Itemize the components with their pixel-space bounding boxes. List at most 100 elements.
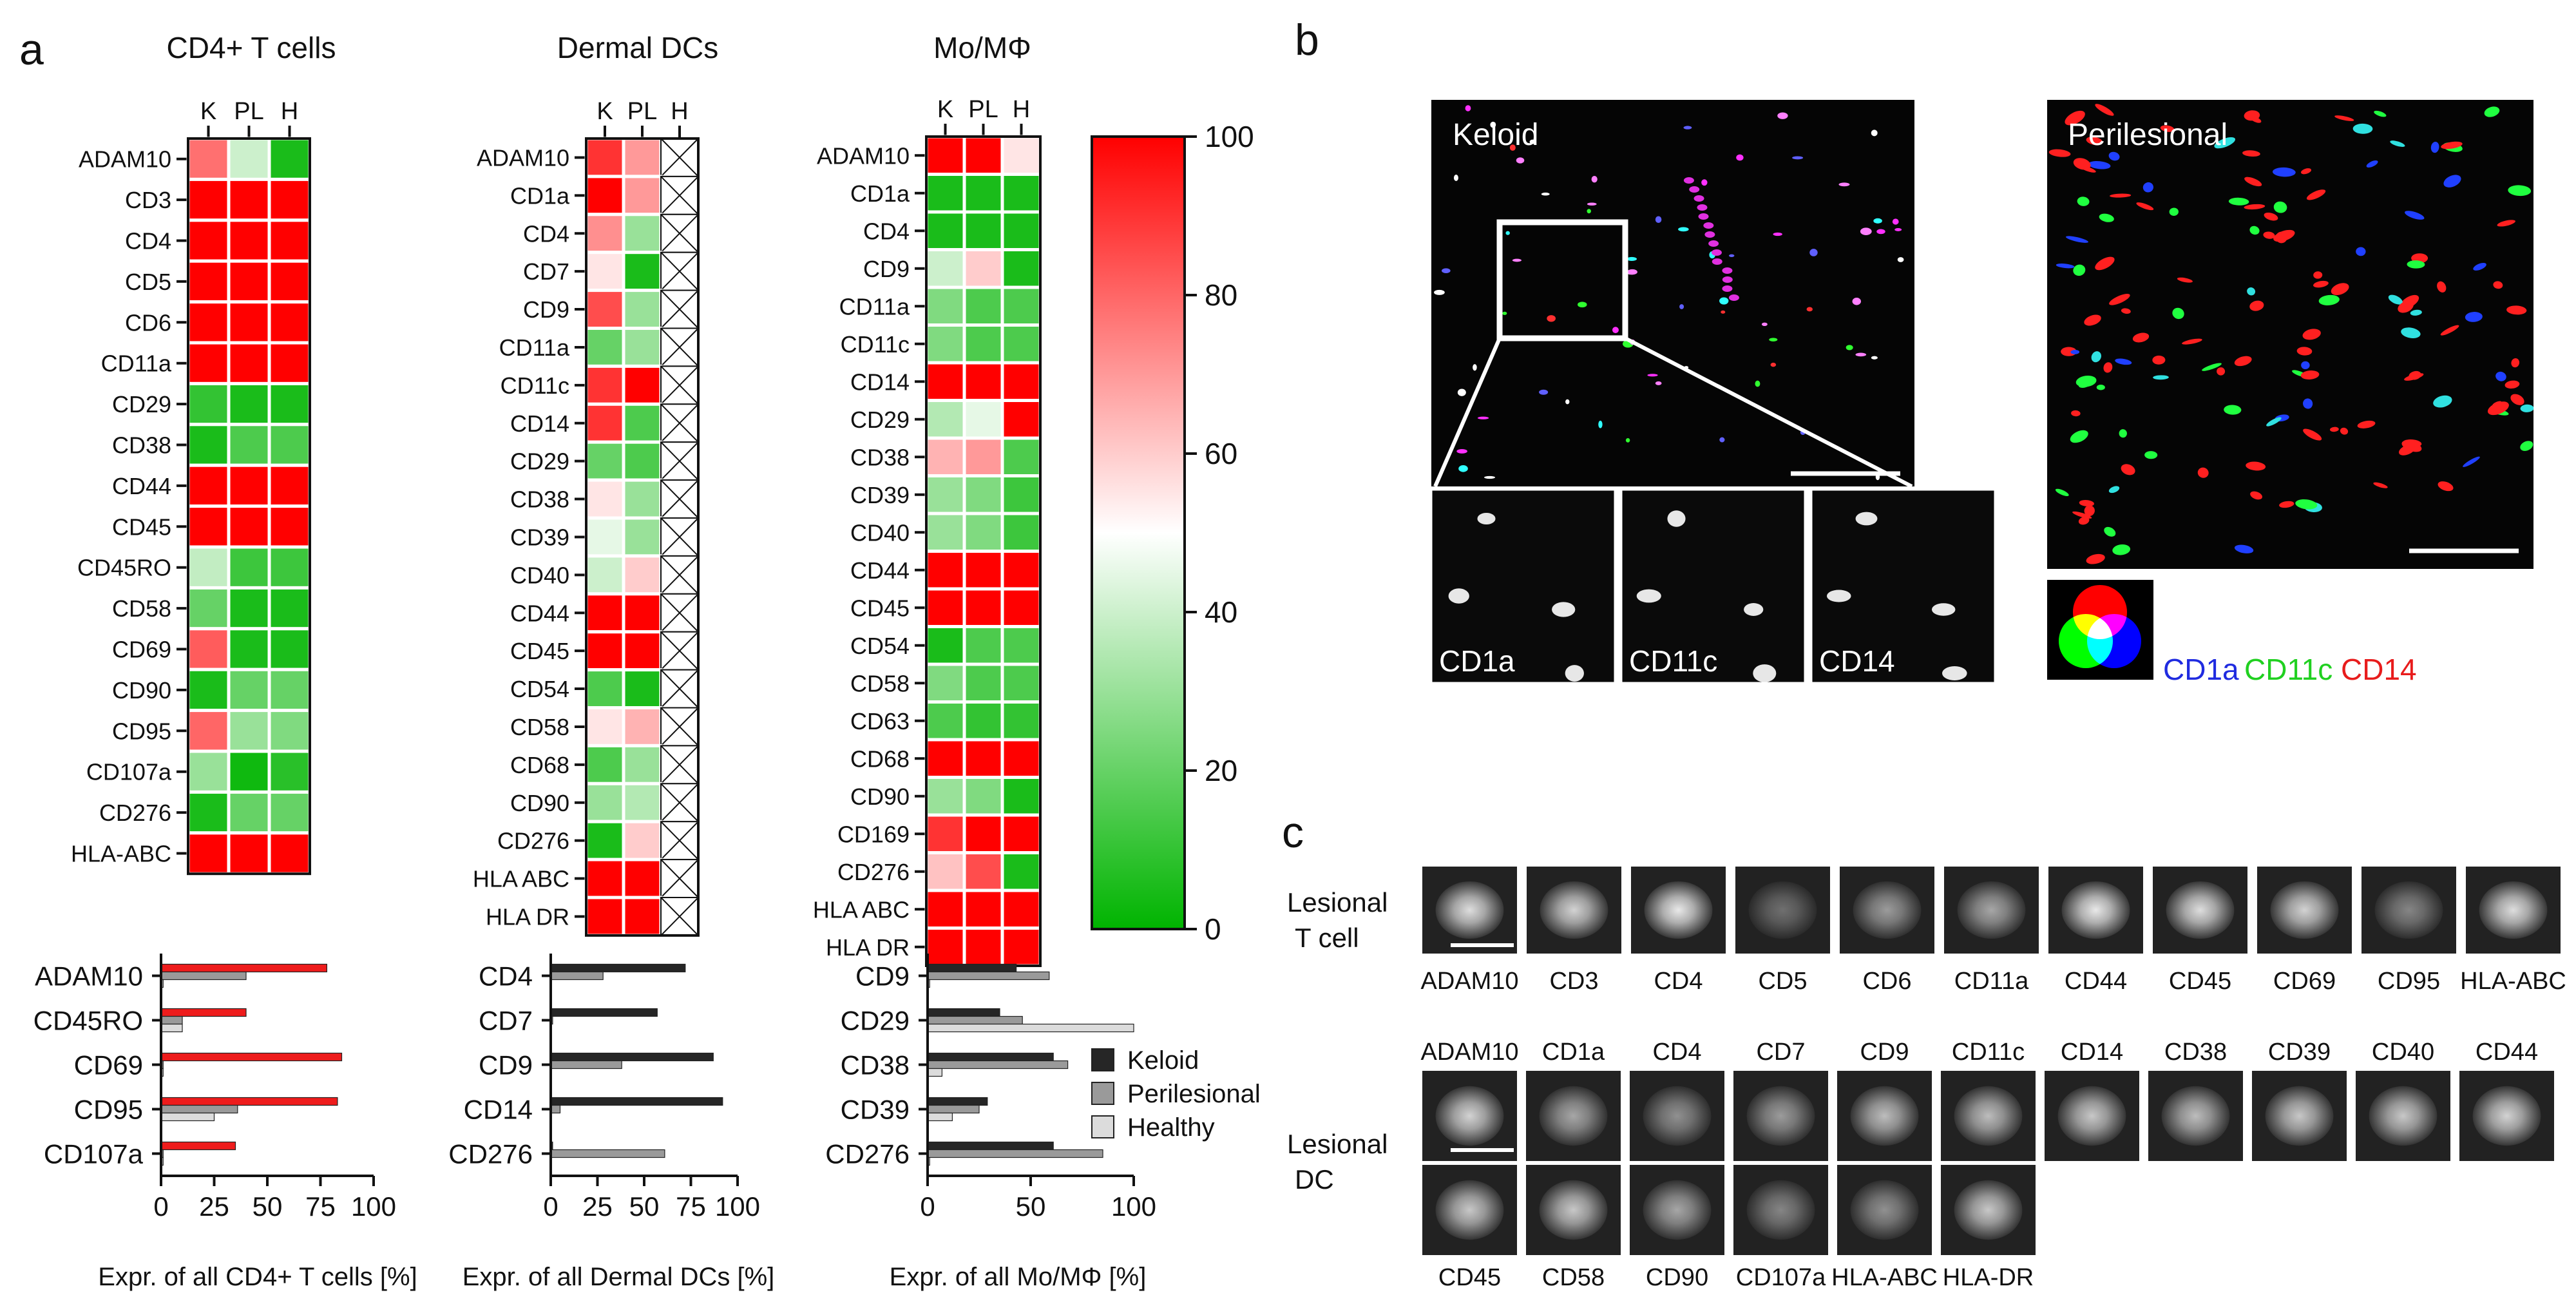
- bar-chart-dermal-dcs: CD4 CD7 CD9 CD14 CD276 0 25 50 75 100 Expr. of all…: [448, 954, 774, 1291]
- fluorescent-cell: [2214, 137, 2236, 149]
- bar: [927, 1060, 1069, 1070]
- fluorescent-cell: [1612, 327, 1619, 334]
- heatmap-cell: [1000, 210, 1042, 251]
- empty-cell-cross: [660, 479, 699, 519]
- fluorescent-cell: [2132, 332, 2150, 343]
- heatmap-cell: [962, 625, 1004, 666]
- heatmap-cell: [584, 364, 625, 406]
- heatmap-cell: [1000, 399, 1042, 440]
- inset-label-cd11c: CD11c: [1629, 644, 1717, 678]
- fluorescent-cell: [1860, 227, 1872, 235]
- heatmap-cell: [924, 135, 966, 176]
- heatmap-cell: [267, 586, 312, 631]
- fluorescent-cell: [2443, 175, 2461, 187]
- x-tick-label: 25: [582, 1191, 613, 1222]
- row-label-cd69: CD69: [112, 637, 171, 663]
- heatmap-cell: [1000, 361, 1042, 402]
- empty-cell-cross: [660, 327, 699, 367]
- fluorescent-cell: [2073, 264, 2086, 276]
- fluorescent-cell: [2331, 283, 2349, 296]
- heatmap-cell: [584, 213, 625, 254]
- fluorescent-cell: [2300, 370, 2320, 379]
- dc-image-cd44-cell: [2472, 1086, 2541, 1146]
- fluorescent-cell: [2099, 213, 2114, 222]
- heatmap-cell: [924, 512, 966, 553]
- fluorescent-cell: [1719, 437, 1725, 443]
- heatmap-cell: [186, 381, 231, 427]
- fluorescent-cell: [2056, 264, 2075, 269]
- fluorescent-cell: [1892, 218, 1899, 225]
- inset-image-cd11c: [1620, 488, 1806, 684]
- dc-marker-label-cd38: CD38: [2164, 1039, 2227, 1066]
- heatmap-cell: [924, 248, 966, 289]
- fluorescent-cell: [2202, 363, 2222, 371]
- fluorescent-cell: [1490, 121, 1496, 128]
- heatmap-cell: [1000, 285, 1042, 327]
- fluorescent-cell: [2121, 464, 2135, 475]
- fluorescent-cell: [2366, 160, 2378, 168]
- fluorescent-cell: [2272, 167, 2296, 177]
- fluorescent-cell: [1777, 112, 1788, 119]
- dc-marker-label-cd45: CD45: [1438, 1264, 1501, 1291]
- fluorescent-cell: [2403, 439, 2422, 447]
- heatmap-cell: [584, 137, 625, 178]
- fluorescent-cell: [2313, 271, 2323, 279]
- fluorescent-cell: [1846, 345, 1853, 350]
- heatmap-cell: [584, 820, 625, 861]
- fluorescent-cell: [2441, 141, 2463, 149]
- bar: [927, 1015, 1023, 1025]
- heatmap-cell: [186, 177, 231, 222]
- dc-image-cd58-cell: [1539, 1180, 1608, 1240]
- dc-image-cd107a-cell: [1746, 1180, 1815, 1240]
- fluorescent-cell: [1456, 448, 1467, 454]
- inset-cell: [1448, 588, 1469, 604]
- fluorescent-cell: [2084, 505, 2095, 517]
- bar: [927, 1023, 1134, 1033]
- fluorescent-cell: [2263, 231, 2275, 239]
- fluorescent-cell: [2249, 226, 2260, 235]
- row-label-cd38: CD38: [510, 486, 569, 513]
- empty-cell-cross: [660, 251, 699, 291]
- fluorescent-cell: [2115, 358, 2132, 365]
- heatmap-cell: [227, 341, 271, 385]
- heatmap-cell: [186, 137, 231, 181]
- heatmap-cell: [584, 896, 625, 937]
- bar: [927, 1052, 1054, 1062]
- heatmap-cell: [962, 738, 1004, 779]
- fluorescent-cell: [2303, 428, 2322, 441]
- heatmap-cell: [267, 831, 312, 876]
- bar-category-cd9: CD9: [855, 961, 910, 992]
- x-tick-label: 100: [715, 1191, 760, 1222]
- bar-category-cd14: CD14: [464, 1095, 533, 1125]
- color-scale-tick-label: 80: [1205, 278, 1237, 312]
- fluorescent-cell: [1578, 302, 1587, 308]
- tcell-row-label-1: Lesional: [1287, 887, 1388, 917]
- dc-image-cd7-cell: [1746, 1086, 1815, 1146]
- bar: [927, 1112, 953, 1122]
- fluorescent-cell: [2121, 308, 2131, 314]
- heatmap-cell: [962, 662, 1004, 704]
- column-label-pl: PL: [627, 98, 657, 125]
- fluorescent-cell: [2247, 287, 2256, 296]
- heatmap-title: Dermal DCs: [557, 31, 718, 64]
- bar: [927, 1149, 1103, 1158]
- x-tick-label: 50: [629, 1191, 660, 1222]
- legend-swatch: [1091, 1115, 1114, 1138]
- heatmap-cell: [267, 627, 312, 671]
- heatmap-cell: [227, 381, 271, 427]
- row-label-cd11a: CD11a: [839, 293, 910, 320]
- dc-image-cd4-cell: [1643, 1086, 1712, 1146]
- bar: [160, 1141, 236, 1151]
- tcell-image-adam10-cell: [1435, 881, 1504, 939]
- row-label-cd90: CD90: [510, 790, 569, 816]
- heatmap-cell: [584, 858, 625, 899]
- row-label-cd4: CD4: [125, 228, 171, 254]
- fluorescent-cell: [2177, 277, 2193, 283]
- dc-row-label-2: DC: [1295, 1164, 1334, 1195]
- legend-label-keloid: Keloid: [1127, 1046, 1199, 1075]
- fluorescent-cell: [1722, 276, 1733, 283]
- inset-label-cd1a: CD1a: [1439, 644, 1515, 678]
- bar: [160, 1052, 343, 1062]
- fluorescent-cell: [1442, 268, 1451, 273]
- fluorescent-cell: [2234, 544, 2254, 553]
